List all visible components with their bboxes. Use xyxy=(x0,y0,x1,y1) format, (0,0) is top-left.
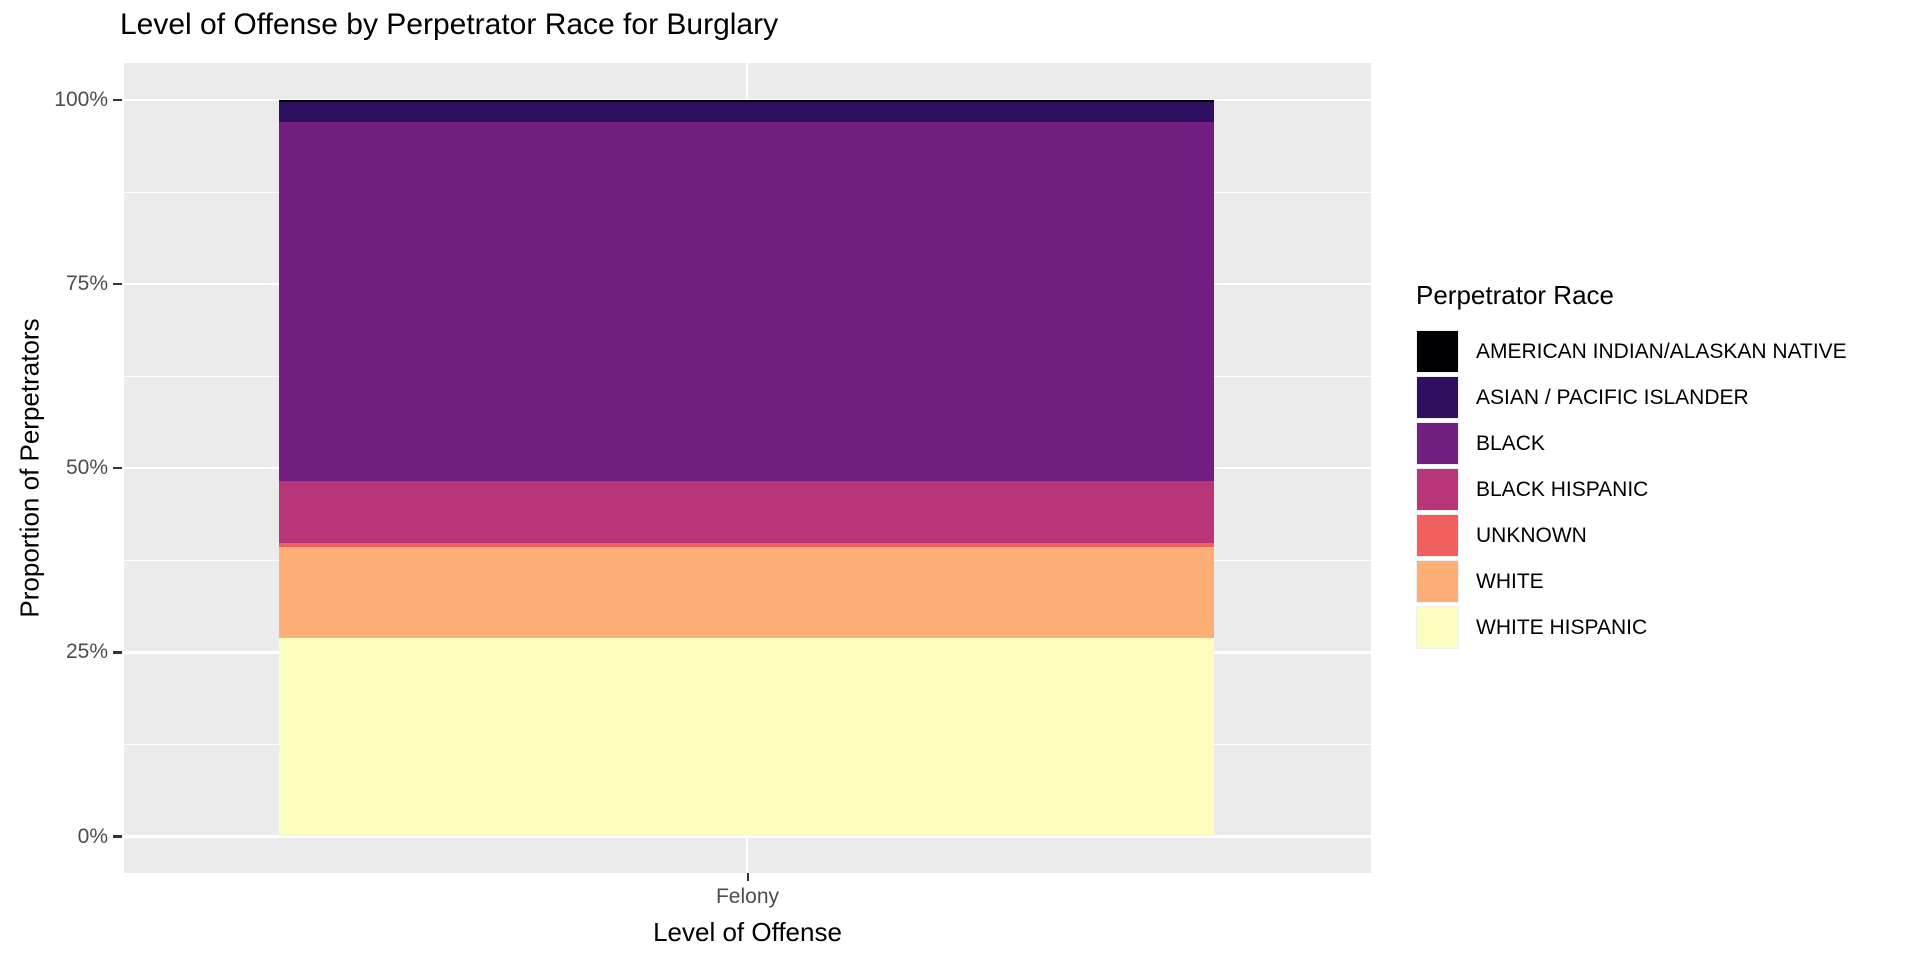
y-tick-mark xyxy=(113,282,122,286)
plot-panel xyxy=(124,63,1371,873)
bar-segment-black-hispanic xyxy=(279,481,1214,543)
x-tick-label-felony: Felony xyxy=(715,885,780,908)
y-tick-mark xyxy=(113,835,122,838)
y-axis-title: Proportion of Perpetrators xyxy=(14,318,45,618)
legend-swatch-black-hispanic xyxy=(1416,468,1459,511)
stacked-bar xyxy=(279,100,1214,837)
legend-label: WHITE HISPANIC xyxy=(1476,615,1648,639)
legend-label: AMERICAN INDIAN/ALASKAN NATIVE xyxy=(1476,339,1847,363)
legend-item-american-indian-alaskan-native: AMERICAN INDIAN/ALASKAN NATIVE xyxy=(1416,330,1847,373)
x-axis-title: Level of Offense xyxy=(653,917,842,947)
bar-segment-black xyxy=(279,122,1214,482)
x-tick-mark xyxy=(746,873,749,881)
legend-label: BLACK HISPANIC xyxy=(1476,477,1649,501)
bar-segment-white-hispanic xyxy=(279,637,1214,837)
legend-swatch-black xyxy=(1416,422,1459,465)
y-axis: 0% 25% 50% 75% 100% xyxy=(0,63,124,873)
y-tick-label: 75% xyxy=(65,272,108,296)
y-tick-label: 100% xyxy=(54,88,108,111)
legend-swatch-american-indian-alaskan-native xyxy=(1416,330,1459,373)
y-tick-label: 25% xyxy=(65,640,108,664)
legend-item-white-hispanic: WHITE HISPANIC xyxy=(1416,606,1847,649)
y-tick-label: 0% xyxy=(77,824,108,848)
legend-swatch-asian-pacific-islander xyxy=(1416,376,1459,419)
y-tick-mark xyxy=(113,467,122,470)
legend-swatch-white xyxy=(1416,560,1459,603)
legend-swatch-unknown xyxy=(1416,514,1459,557)
legend-swatch-white-hispanic xyxy=(1416,606,1459,649)
legend-label: ASIAN / PACIFIC ISLANDER xyxy=(1476,385,1749,409)
legend-label: UNKNOWN xyxy=(1476,523,1587,547)
legend: Perpetrator Race AMERICAN INDIAN/ALASKAN… xyxy=(1416,280,1847,652)
legend-items: AMERICAN INDIAN/ALASKAN NATIVE ASIAN / PA… xyxy=(1416,330,1847,649)
y-tick-label: 50% xyxy=(65,456,108,480)
x-axis: Felony Level of Offense xyxy=(124,873,1371,960)
legend-label: WHITE xyxy=(1476,569,1544,593)
legend-item-asian-pacific-islander: ASIAN / PACIFIC ISLANDER xyxy=(1416,376,1847,419)
bar-segment-american-indian-alaskan-native xyxy=(279,100,1214,103)
legend-item-white: WHITE xyxy=(1416,560,1847,603)
legend-item-unknown: UNKNOWN xyxy=(1416,514,1847,557)
chart-title: Level of Offense by Perpetrator Race for… xyxy=(120,8,779,41)
legend-item-black-hispanic: BLACK HISPANIC xyxy=(1416,468,1847,511)
y-tick-mark xyxy=(113,651,122,654)
y-tick-mark xyxy=(113,98,122,102)
legend-label: BLACK xyxy=(1476,431,1545,455)
bar-segment-asian-pacific-islander xyxy=(279,102,1214,123)
legend-title: Perpetrator Race xyxy=(1416,280,1614,310)
legend-item-black: BLACK xyxy=(1416,422,1847,465)
bar-segment-white xyxy=(279,547,1214,638)
bar-segment-unknown xyxy=(279,542,1214,548)
